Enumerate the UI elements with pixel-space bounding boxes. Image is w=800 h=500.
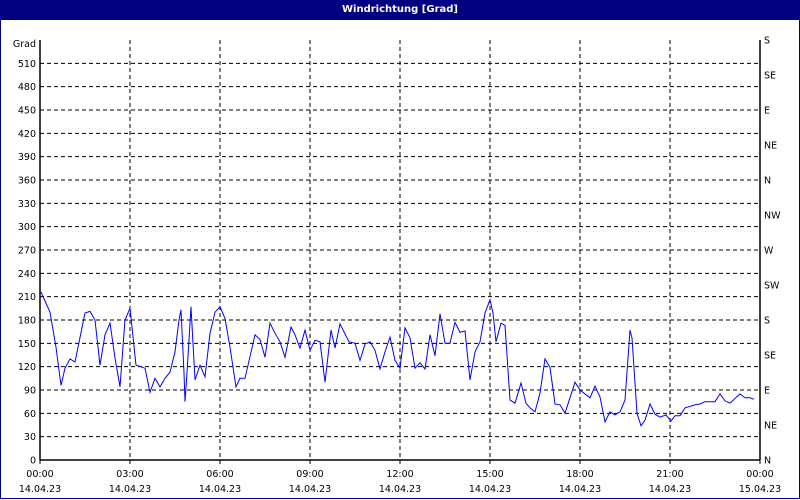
y-tick-label: 120 [18,362,36,373]
x-tick-date: 14.04.23 [649,484,691,495]
right-tick-label: W [764,246,774,257]
x-tick-date: 14.04.23 [199,484,241,495]
y-tick-label: 60 [24,409,36,420]
x-tick-date: 14.04.23 [19,484,61,495]
x-tick-time: 18:00 [566,469,593,480]
x-tick-time: 00:00 [746,469,773,480]
y-tick-label: 450 [18,106,36,117]
right-tick-label: N [764,176,771,187]
x-tick-time: 09:00 [296,469,323,480]
x-tick-time: 00:00 [26,469,53,480]
window-title: Windrichtung [Grad] [0,0,800,20]
y-tick-label: 330 [18,199,36,210]
tick-labels: 0 30 60 90 120 150 180 210 240 270 300 330 360 390 420… [13,36,781,496]
right-tick-label: SE [764,71,776,82]
grid [40,40,760,460]
x-tick-date: 14.04.23 [379,484,421,495]
right-tick-label: NE [764,421,777,432]
y-tick-label: 300 [18,222,36,233]
x-tick-date: 14.04.23 [469,484,511,495]
y-tick-label: 360 [18,176,36,187]
series-line [40,291,755,427]
y-tick-label: 0 [30,456,36,467]
right-tick-label: N [764,456,771,467]
x-tick-date: 14.04.23 [559,484,601,495]
x-tick-time: 06:00 [206,469,233,480]
y-tick-label: 180 [18,316,36,327]
right-tick-label: E [764,386,770,397]
y-tick-label: 420 [18,129,36,140]
x-tick-time: 21:00 [656,469,683,480]
y-tick-label: 30 [24,432,36,443]
x-tick-time: 03:00 [116,469,143,480]
y-tick-label: 240 [18,269,36,280]
y-tick-label: 90 [24,386,36,397]
y-tick-label: 480 [18,82,36,93]
right-tick-label: NE [764,141,777,152]
y-tick-label: 150 [18,339,36,350]
right-tick-label: SW [764,281,780,292]
right-tick-label: S [764,36,770,47]
y-tick-label: 510 [18,59,36,70]
axes [39,40,761,464]
y-tick-label: 210 [18,292,36,303]
x-tick-date: 15.04.23 [739,484,781,495]
y-tick-label: 390 [18,152,36,163]
y-tick-label: 270 [18,246,36,257]
right-tick-label: SE [764,351,776,362]
x-tick-date: 14.04.23 [289,484,331,495]
right-tick-label: E [764,106,770,117]
y-axis-label: Grad [13,39,36,50]
right-tick-label: NW [764,211,781,222]
x-tick-date: 14.04.23 [109,484,151,495]
x-tick-time: 12:00 [386,469,413,480]
right-tick-label: S [764,316,770,327]
x-tick-time: 15:00 [476,469,503,480]
